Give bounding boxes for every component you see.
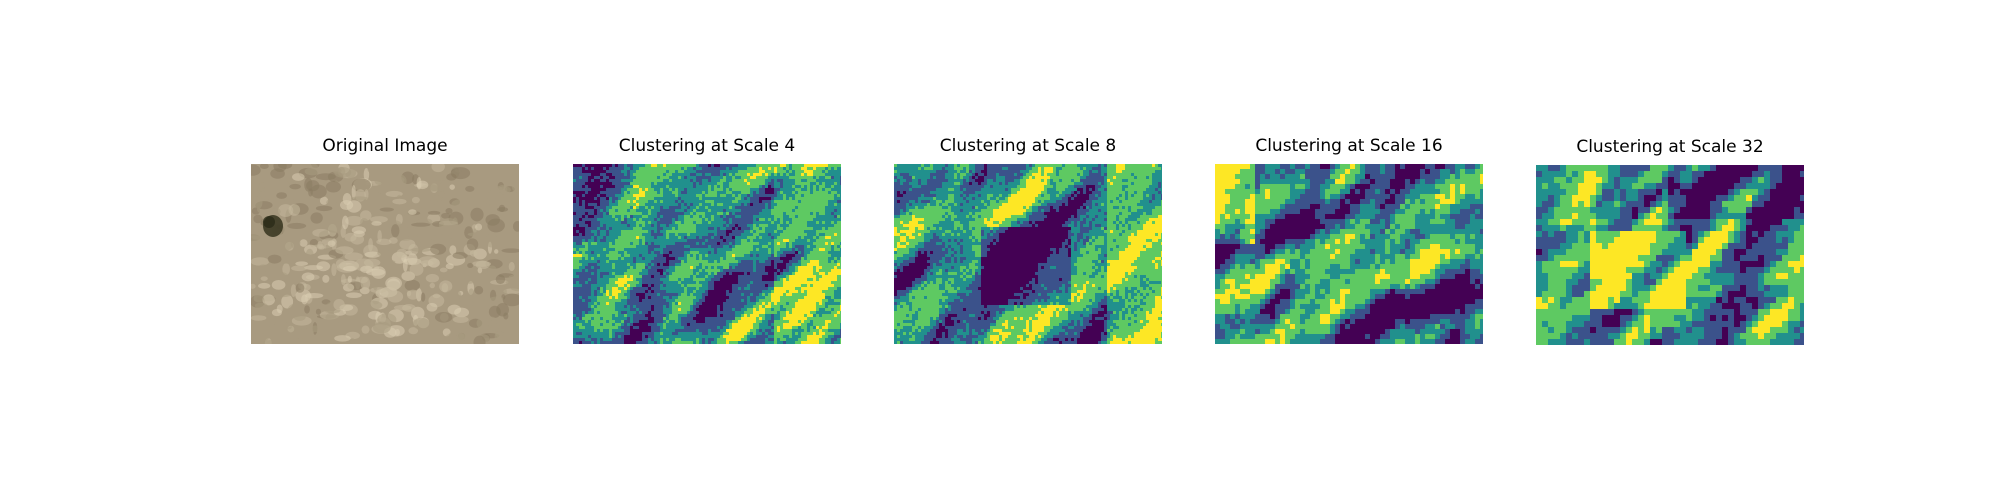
panel-scale-4: Clustering at Scale 4 — [573, 136, 841, 346]
panel-scale-16: Clustering at Scale 16 — [1215, 136, 1483, 346]
panel-original: Original Image — [251, 136, 519, 346]
panel-title: Clustering at Scale 16 — [1255, 136, 1443, 156]
panel-title: Clustering at Scale 8 — [939, 136, 1117, 156]
panel-scale-32: Clustering at Scale 32 — [1536, 137, 1804, 347]
cluster-map-scale-16 — [1215, 164, 1483, 344]
original-image — [251, 164, 519, 344]
panel-title: Clustering at Scale 4 — [618, 136, 796, 156]
cluster-map-scale-32 — [1536, 165, 1804, 345]
panel-title: Original Image — [322, 136, 448, 156]
panel-title: Clustering at Scale 32 — [1576, 137, 1764, 157]
cluster-map-scale-8 — [894, 164, 1162, 344]
cluster-map-scale-4 — [573, 164, 841, 344]
panel-scale-8: Clustering at Scale 8 — [894, 136, 1162, 346]
